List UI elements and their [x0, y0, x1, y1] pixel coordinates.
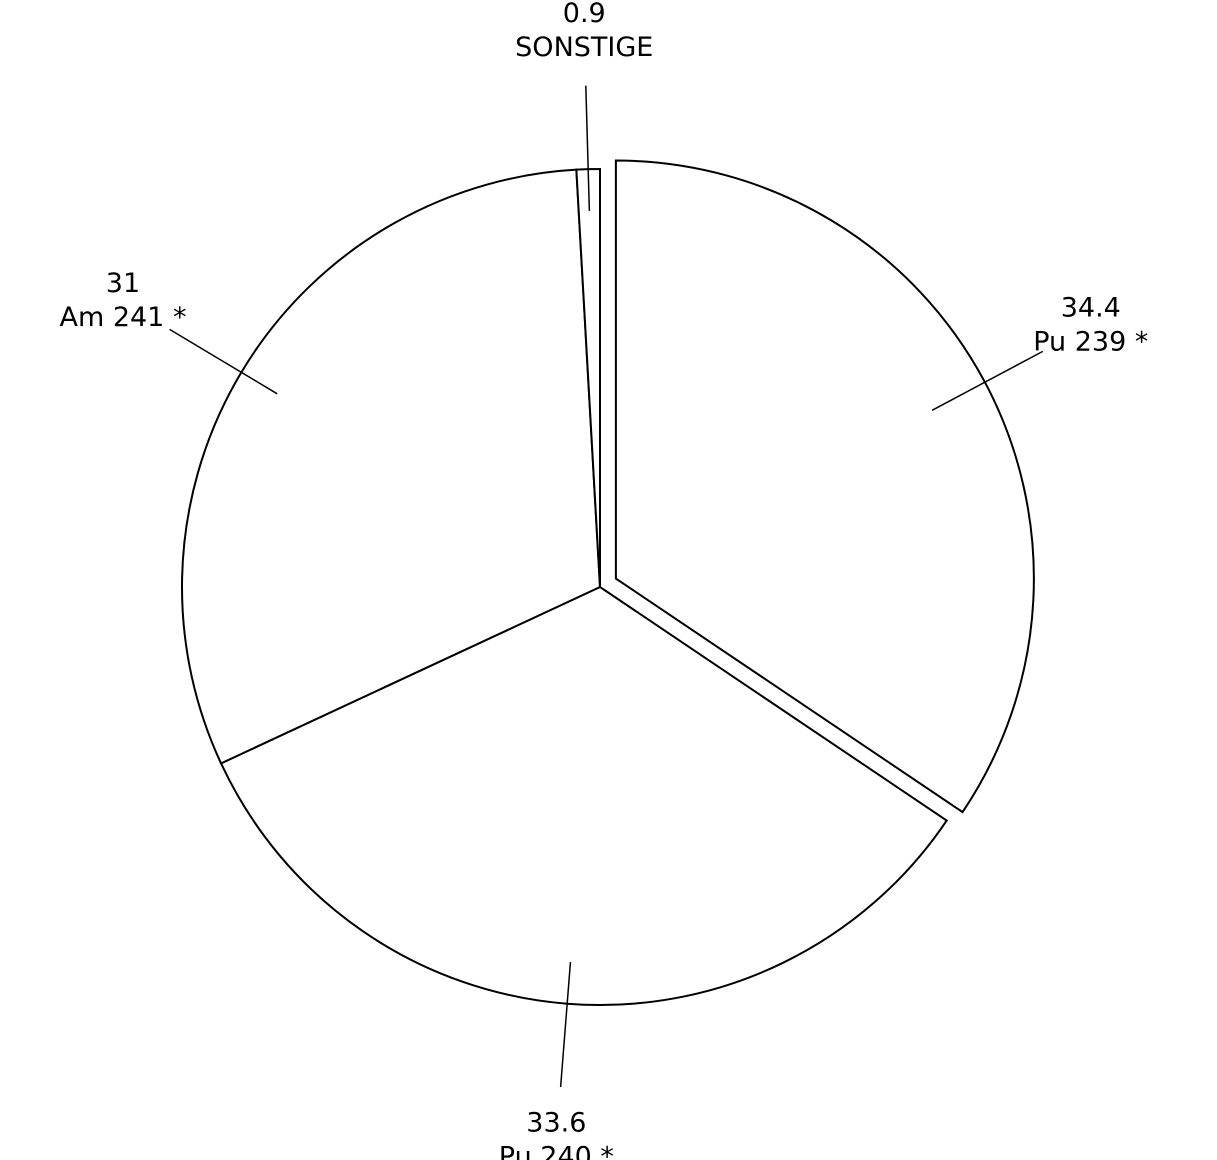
category-label: Pu 239 * [1033, 326, 1148, 357]
value-label: 34.4 [1061, 292, 1121, 323]
leader-line [559, 961, 572, 1088]
leader-line [169, 328, 278, 395]
category-label: Am 241 * [59, 302, 186, 333]
category-label: Pu 240 * [499, 1142, 614, 1160]
category-label: SONSTIGE [515, 32, 653, 63]
value-label: 31 [106, 268, 140, 299]
leader-line [931, 350, 1044, 411]
value-label: 0.9 [563, 0, 606, 29]
value-label: 33.6 [526, 1108, 586, 1139]
leader-line [585, 85, 591, 211]
